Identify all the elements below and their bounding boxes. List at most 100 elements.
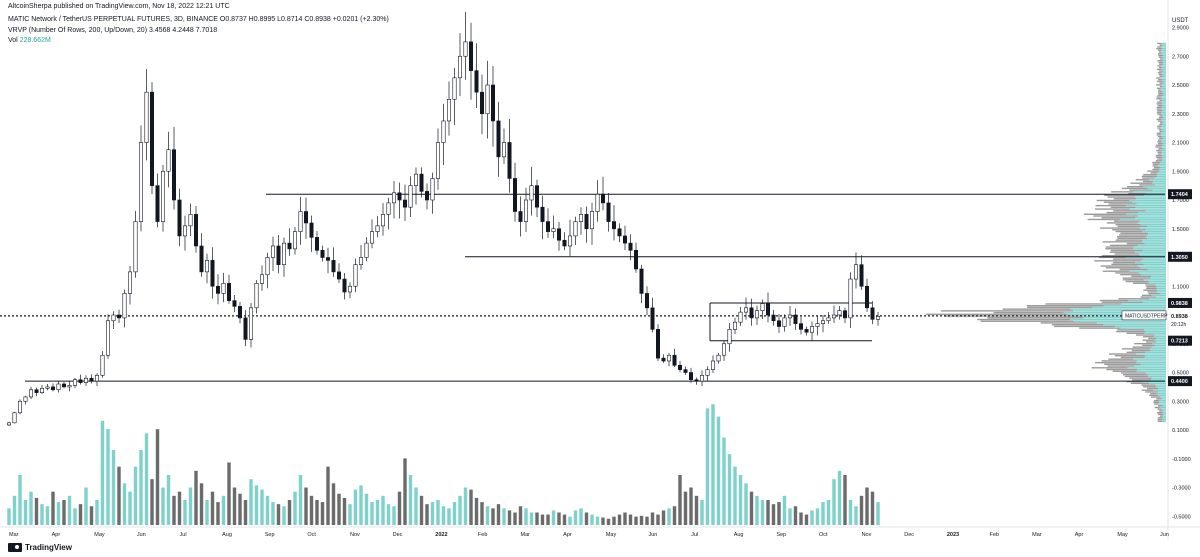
vrvp-bar-up bbox=[1162, 54, 1166, 57]
candle-up bbox=[826, 317, 831, 322]
volume-bar bbox=[733, 466, 737, 525]
candle-down bbox=[507, 142, 512, 179]
volume-bar bbox=[199, 483, 204, 525]
candle-up bbox=[716, 354, 721, 362]
vrvp-bar-up bbox=[1162, 151, 1166, 153]
candle-up bbox=[12, 412, 17, 424]
vrvp-bar-down bbox=[1157, 101, 1162, 103]
candle-down bbox=[210, 260, 215, 287]
volume-bar bbox=[815, 508, 820, 525]
volume-bar bbox=[249, 479, 253, 525]
vrvp-bar-up bbox=[1163, 82, 1166, 84]
vrvp-bar-up bbox=[1155, 384, 1166, 386]
vrvp-bar-up bbox=[1142, 241, 1166, 243]
price-axis-tick: 1.5000 bbox=[1172, 227, 1189, 233]
vrvp-bar-up bbox=[1162, 94, 1166, 96]
vrvp-bar-down bbox=[1141, 389, 1154, 391]
volume-bar bbox=[298, 475, 303, 525]
candle-up bbox=[782, 317, 787, 327]
vrvp-bar-up bbox=[1135, 196, 1166, 198]
vrvp-bar-up bbox=[1163, 413, 1166, 416]
vrvp-bar-down bbox=[1156, 77, 1161, 79]
candle-down bbox=[518, 211, 523, 222]
vrvp-bar-up bbox=[1149, 348, 1166, 350]
vrvp-bar-up bbox=[1163, 122, 1166, 124]
vrvp-bar-down bbox=[1121, 187, 1148, 190]
price-axis-tick: 0.3000 bbox=[1172, 399, 1189, 405]
candle-up bbox=[485, 84, 490, 115]
vrvp-bar-down bbox=[1146, 387, 1159, 390]
candle-down bbox=[226, 283, 232, 301]
volume-bar bbox=[150, 479, 154, 525]
candle-up bbox=[589, 211, 595, 230]
volume-bar bbox=[650, 512, 655, 525]
candle-down bbox=[611, 221, 617, 230]
volume-bar bbox=[161, 487, 165, 525]
vrvp-bar-up bbox=[1161, 111, 1166, 114]
candle-down bbox=[622, 235, 628, 244]
vrvp-bar-up bbox=[1142, 230, 1166, 233]
vrvp-bar-down bbox=[1159, 130, 1163, 133]
vrvp-bar-up bbox=[1154, 344, 1166, 347]
vrvp-bar-up bbox=[1073, 310, 1166, 312]
price-tag-box bbox=[1168, 189, 1192, 200]
vrvp-bar-down bbox=[980, 320, 1074, 322]
candle-down bbox=[303, 211, 309, 224]
vrvp-bar-up bbox=[1163, 115, 1166, 117]
vrvp-bar-down bbox=[1095, 204, 1126, 207]
symbol-name[interactable]: MATIC Network / TetherUS PERPETUAL FUTUR… bbox=[8, 16, 218, 23]
vrvp-bar-up bbox=[1156, 341, 1166, 343]
vrvp-bar-down bbox=[1122, 279, 1144, 281]
volume-bar bbox=[34, 497, 39, 525]
candle-down bbox=[276, 245, 281, 265]
volume-bar bbox=[551, 510, 556, 525]
candle-down bbox=[771, 314, 776, 322]
candle-up bbox=[837, 310, 842, 316]
vrvp-bar-down bbox=[1142, 344, 1155, 347]
vrvp-bar-up bbox=[1159, 170, 1166, 172]
volume-bar bbox=[474, 497, 479, 525]
volume-bar bbox=[502, 508, 506, 525]
vrvp-bar-down bbox=[1099, 299, 1129, 302]
vrvp-bar-up bbox=[1143, 279, 1166, 281]
volume-bar bbox=[62, 500, 66, 525]
price-axis-tick: 1.1000 bbox=[1172, 284, 1189, 290]
vrvp-bar-down bbox=[1157, 94, 1163, 96]
vrvp-bar-up bbox=[1161, 46, 1166, 48]
volume-bar bbox=[535, 512, 539, 525]
vrvp-bar-up bbox=[1162, 146, 1166, 148]
vrvp-bar-down bbox=[1157, 110, 1163, 112]
vrvp-bar-down bbox=[1143, 173, 1158, 176]
currency-label: USDT bbox=[1172, 18, 1189, 24]
vrvp-bar-down bbox=[1156, 132, 1162, 134]
vrvp-bar-up bbox=[1129, 199, 1166, 202]
candle-down bbox=[232, 300, 237, 307]
volume-bar bbox=[133, 466, 138, 525]
vrvp-bar-up bbox=[1137, 368, 1166, 371]
volume-bar bbox=[623, 512, 627, 525]
time-axis[interactable]: Mar Apr May Jun Jul Aug Sep Oct Nov Dec 2022 Feb Mar… bbox=[9, 532, 1169, 538]
vrvp-bar-up bbox=[1162, 104, 1166, 107]
volume-bar bbox=[722, 437, 726, 525]
vrvp-bar-down bbox=[1157, 46, 1162, 48]
candle-down bbox=[215, 285, 221, 294]
vrvp-bar-down bbox=[1120, 356, 1145, 359]
vrvp-label[interactable]: VRVP (Number Of Rows, 200, Up/Down, 20) bbox=[8, 27, 148, 34]
vrvp-bar-up bbox=[1063, 311, 1166, 314]
volume-bar bbox=[315, 500, 319, 525]
vrvp-bar-down bbox=[1158, 54, 1163, 57]
candle-down bbox=[474, 70, 479, 93]
time-axis-label: Mar bbox=[1032, 532, 1042, 538]
vrvp-bar-down bbox=[1157, 60, 1163, 62]
vrvp-bar-down bbox=[1116, 330, 1146, 333]
volume-label[interactable]: Vol bbox=[8, 37, 18, 44]
ohlc-values: O0.8737 H0.8995 L0.8714 C0.8938 +0.0201 … bbox=[219, 16, 389, 23]
vrvp-bar-up bbox=[1155, 284, 1166, 286]
volume-bar bbox=[661, 510, 666, 525]
price-axis-tick: -0.1000 bbox=[1172, 457, 1191, 463]
vrvp-bar-down bbox=[1156, 149, 1161, 152]
tradingview-brand[interactable]: TradingView bbox=[8, 543, 72, 552]
volume-bar bbox=[441, 506, 446, 525]
candle-down bbox=[512, 178, 518, 212]
